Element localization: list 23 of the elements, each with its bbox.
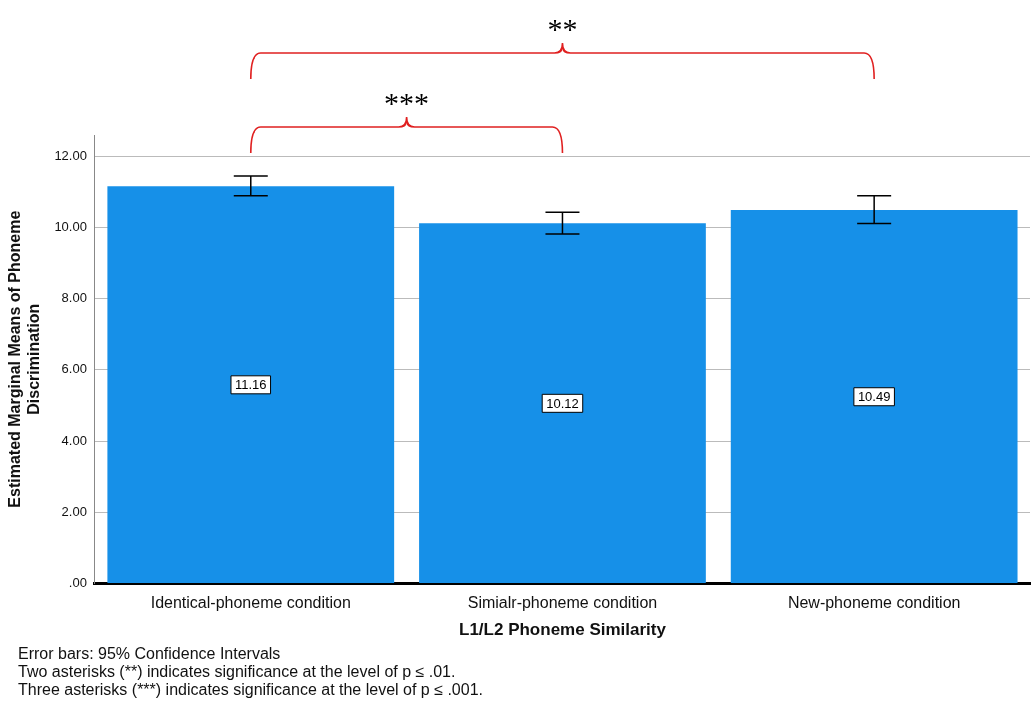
y-tick-label: 4.00	[61, 432, 87, 448]
x-axis-title: L1/L2 Phoneme Similarity	[459, 620, 667, 640]
text: Error bars: 95% Confidence Intervals	[18, 645, 282, 663]
y-tick-label: 2.00	[61, 503, 87, 519]
text: **	[547, 12, 578, 45]
y-tick-label: .00	[68, 574, 87, 590]
y-tick-label: 6.00	[61, 361, 87, 377]
bar	[419, 223, 706, 583]
text: Three asterisks (***) indicates significance at the level of p ≤ .001.	[18, 681, 484, 699]
x-tick-label: Simialr-phoneme condition	[467, 594, 658, 612]
y-axis-title: Estimated Marginal Means of Phoneme Discrimination	[6, 210, 43, 508]
x-tick-label: Identical-phoneme condition	[150, 594, 351, 612]
text: Two asterisks (**) indicates significance at the level of p ≤ .01.	[18, 663, 457, 681]
y-tick-label: 8.00	[61, 290, 87, 306]
text: ***	[384, 86, 430, 119]
data-label: 11.16	[234, 377, 267, 393]
y-tick-label: 12.00	[54, 147, 87, 163]
bar	[730, 210, 1018, 583]
data-label: 10.49	[857, 389, 891, 405]
y-tick-label: 10.00	[54, 219, 87, 235]
x-tick-label: New-phoneme condition	[787, 594, 961, 612]
data-label: 10.12	[546, 395, 579, 411]
bar	[107, 186, 395, 583]
